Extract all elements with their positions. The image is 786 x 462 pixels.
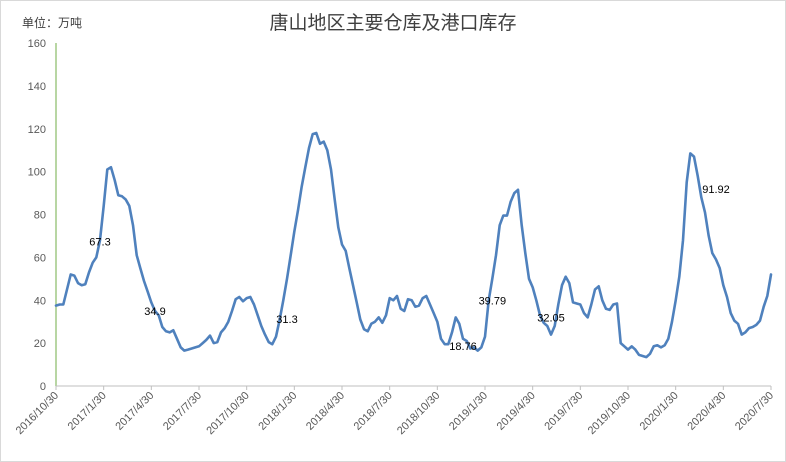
data-label: 32.05 [537,312,565,324]
x-tick-label: 2016/10/30 [14,390,61,437]
x-tick-label: 2018/4/30 [304,390,347,433]
x-tick-label: 2019/4/30 [495,390,538,433]
y-tick-label: 100 [28,167,46,179]
x-tick-label: 2017/4/30 [113,390,156,433]
series-layer [54,131,773,359]
y-tick-label: 160 [28,38,46,50]
series-line [54,131,773,359]
data-label: 39.79 [479,296,507,308]
y-tick-label: 140 [28,81,46,93]
y-axis-ticks: 0 20 40 60 80 100 120 140 160 [28,38,46,393]
annotation-layer: 67.3 34.9 31.3 18.76 39.79 32.05 91.92 [89,184,729,353]
x-tick-label: 2019/1/30 [447,390,490,433]
x-tick-label: 2018/10/30 [395,390,442,437]
x-tick-label: 2020/7/30 [733,390,776,433]
y-tick-label: 0 [40,381,46,393]
y-tick-label: 20 [34,338,46,350]
x-tick-label: 2018/1/30 [256,390,299,433]
data-label: 67.3 [89,237,110,249]
x-axis-ticks: 2016/10/30 2017/1/30 2017/4/30 2017/7/30 201… [14,386,776,437]
x-tick-label: 2019/10/30 [586,390,633,437]
x-tick-label: 2017/10/30 [204,390,251,437]
y-tick-label: 120 [28,124,46,136]
y-tick-label: 80 [34,210,46,222]
data-label: 91.92 [702,184,730,196]
x-tick-label: 2017/1/30 [66,390,109,433]
x-tick-label: 2020/4/30 [685,390,728,433]
data-label: 18.76 [449,341,477,353]
x-tick-label: 2017/7/30 [161,390,204,433]
x-tick-label: 2020/1/30 [638,390,681,433]
y-tick-label: 60 [34,252,46,264]
chart-title: 唐山地区主要仓库及港口库存 [269,12,517,34]
x-tick-label: 2018/7/30 [352,390,395,433]
unit-label: 单位：万吨 [22,16,83,30]
data-label: 31.3 [276,314,297,326]
y-tick-label: 40 [34,295,46,307]
data-label: 34.9 [144,306,165,318]
x-tick-label: 2019/7/30 [542,390,585,433]
